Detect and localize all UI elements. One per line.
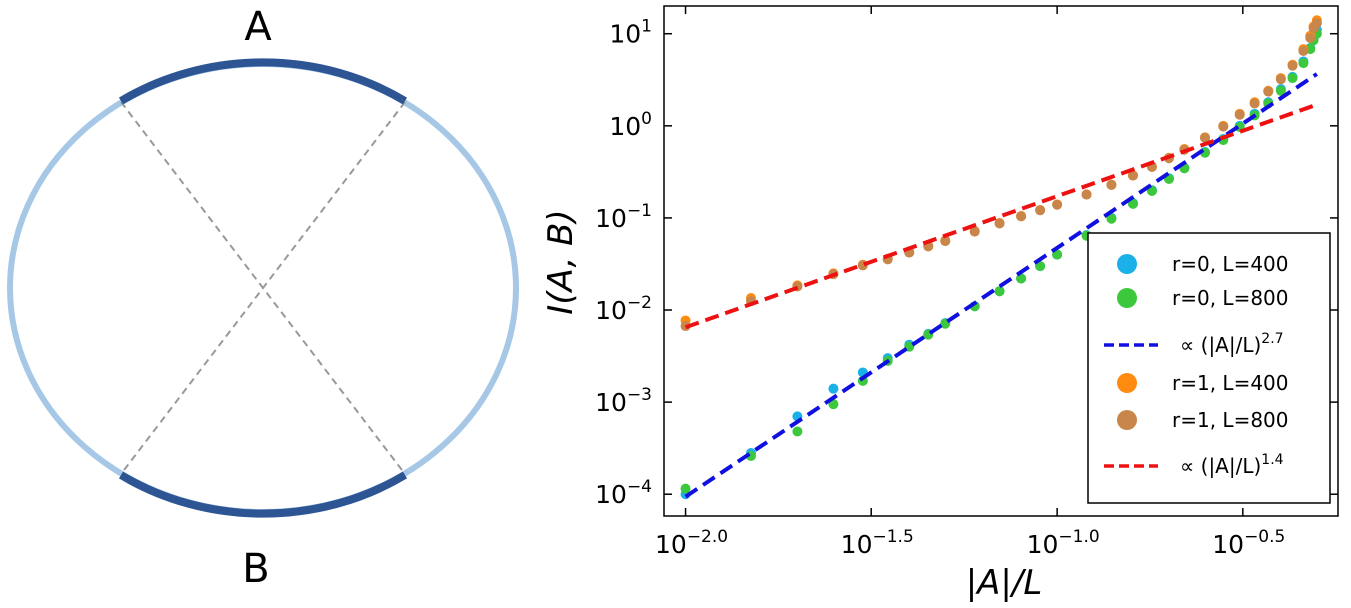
point-4-11 <box>1016 211 1027 222</box>
legend-label-4: r=1, L=800 <box>1172 408 1289 432</box>
series-layer <box>680 15 1322 500</box>
point-1-15 <box>1106 213 1117 224</box>
point-4-10 <box>994 218 1005 229</box>
y-tick-label-2: 10−2 <box>595 293 652 325</box>
point-4-15 <box>1106 179 1117 190</box>
point-4-8 <box>940 236 951 247</box>
legend-label-2: ∝ (|A|/L)2.7 <box>1180 331 1284 357</box>
x-tick-label-1: 10−1.5 <box>841 527 914 559</box>
legend-label-1: r=0, L=800 <box>1172 286 1289 310</box>
x-tick-label-2: 10−1.0 <box>1027 527 1100 559</box>
y-tick-label-1: 10−3 <box>595 385 652 417</box>
point-1-0 <box>680 483 691 494</box>
point-4-21 <box>1218 121 1229 132</box>
point-1-16 <box>1127 198 1138 209</box>
point-4-9 <box>969 226 980 237</box>
point-1-27 <box>1298 58 1309 69</box>
legend-marker-0 <box>1117 254 1137 274</box>
axes: 10−2.0 10−1.5 10−1.0 10−0.5 10−4 10−3 10−2 10−1… <box>595 6 1338 559</box>
point-4-23 <box>1249 98 1260 109</box>
chart: 10−2.0 10−1.5 10−1.0 10−0.5 10−4 10−3 10−2 10−1… <box>541 5 1339 603</box>
legend-label-0: r=0, L=400 <box>1172 252 1289 276</box>
legend-frame <box>1087 232 1331 504</box>
label-a: A <box>244 4 272 50</box>
point-4-30 <box>1311 18 1322 29</box>
point-1-25 <box>1275 85 1286 96</box>
region-b-arc <box>118 471 408 518</box>
fit-line-2 <box>684 72 1318 499</box>
point-4-25 <box>1275 74 1286 85</box>
point-0-3 <box>828 383 839 394</box>
point-4-12 <box>1035 205 1046 216</box>
point-4-26 <box>1287 60 1298 71</box>
y-tick-label-5: 101 <box>609 17 652 49</box>
point-4-13 <box>1052 199 1063 210</box>
x-tick-label-0: 10−2.0 <box>655 527 728 559</box>
label-b: B <box>242 546 269 592</box>
point-1-13 <box>1052 249 1063 260</box>
point-4-28 <box>1305 32 1316 43</box>
legend-label-5: ∝ (|A|/L)1.4 <box>1180 452 1284 478</box>
circle-diagram: A B <box>7 4 519 592</box>
legend-marker-1 <box>1117 288 1137 308</box>
point-4-24 <box>1263 86 1274 97</box>
y-tick-label-3: 10−1 <box>595 201 652 233</box>
y-axis-label: I(A, B) <box>541 209 581 314</box>
legend-marker-3 <box>1117 373 1137 393</box>
y-tick-label-4: 100 <box>609 109 652 141</box>
point-1-2 <box>792 426 803 437</box>
legend-label-3: r=1, L=400 <box>1172 371 1289 395</box>
series-4 <box>680 18 1322 332</box>
point-4-22 <box>1234 109 1245 120</box>
fit-line-5 <box>684 102 1318 330</box>
chord-2 <box>120 101 406 475</box>
x-axis-label: |A|/L <box>966 563 1043 603</box>
y-tick-label-0: 10−4 <box>595 477 652 509</box>
legend-marker-4 <box>1117 410 1137 430</box>
point-4-27 <box>1298 45 1309 56</box>
point-1-12 <box>1035 261 1046 272</box>
point-1-10 <box>994 286 1005 297</box>
point-4-14 <box>1081 189 1092 200</box>
point-1-26 <box>1287 73 1298 84</box>
point-4-20 <box>1199 132 1210 143</box>
region-a-arc <box>118 58 408 105</box>
point-1-17 <box>1146 186 1157 197</box>
plot-frame <box>663 5 1339 517</box>
x-tick-label-3: 10−0.5 <box>1212 527 1285 559</box>
series-5 <box>684 102 1318 330</box>
point-4-16 <box>1127 170 1138 181</box>
legend: r=0, L=400 r=0, L=800 ∝ (|A|/L)2.7 r=1, L=4… <box>1087 232 1331 504</box>
series-2 <box>684 72 1318 499</box>
